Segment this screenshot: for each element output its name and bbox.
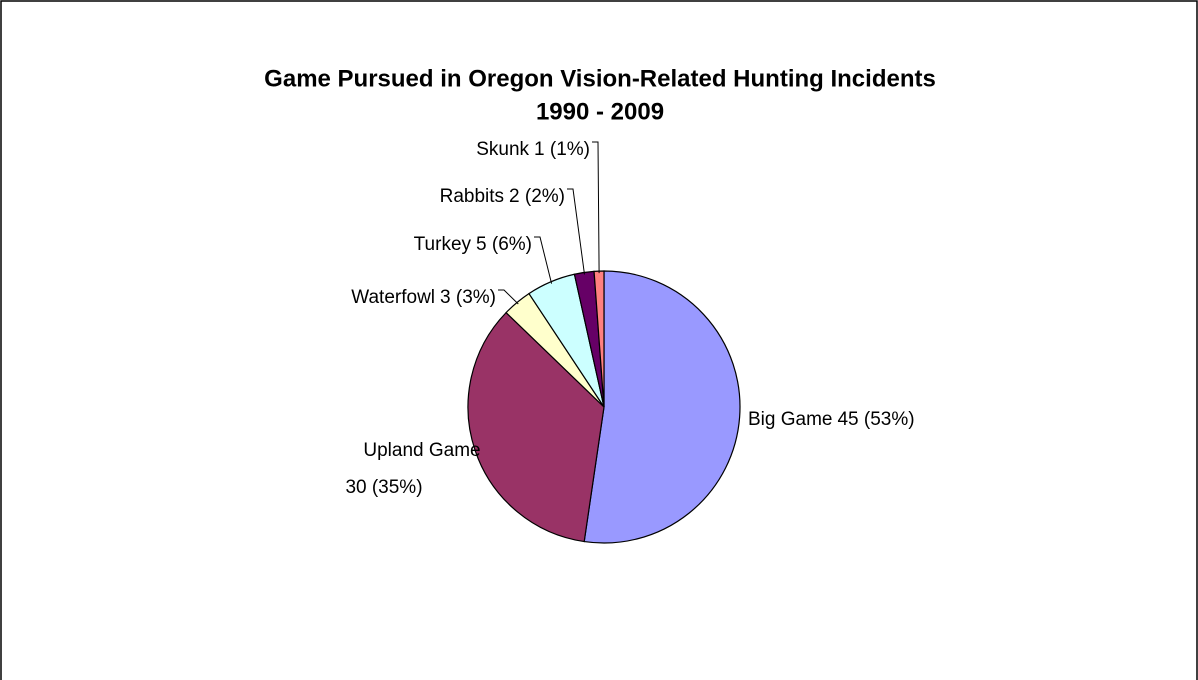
chart-title: Game Pursued in Oregon Vision-Related Hu… xyxy=(264,65,936,92)
slice-label: Skunk 1 (1%) xyxy=(476,139,590,160)
pie-slice xyxy=(467,311,605,543)
leader-line xyxy=(592,141,600,274)
leader-line xyxy=(498,289,519,305)
slice-label: Turkey 5 (6%) xyxy=(414,234,532,255)
slice-label: Big Game 45 (53%) xyxy=(748,409,915,430)
slice-value-label: 5 (6%) xyxy=(476,234,532,255)
slice-category: Skunk xyxy=(476,139,529,160)
leader-line xyxy=(534,236,553,284)
slice-label: Upland Game xyxy=(363,440,480,461)
slice-label: Waterfowl 3 (3%) xyxy=(351,287,496,308)
slice-category: Big Game xyxy=(748,409,832,430)
slice-value-label: 45 (53%) xyxy=(837,409,914,430)
slice-value-label: 2 (2%) xyxy=(509,186,565,207)
pie-slice xyxy=(583,270,741,544)
leader-line xyxy=(567,188,585,275)
chart-title: 1990 - 2009 xyxy=(536,98,664,125)
slice-category: Rabbits xyxy=(440,186,504,207)
slice-value-label: 3 (3%) xyxy=(440,287,496,308)
slice-category: Turkey xyxy=(414,234,472,255)
slice-label: Rabbits 2 (2%) xyxy=(440,186,565,207)
slice-category: Waterfowl xyxy=(351,287,435,308)
slice-value-label: 30 (35%) xyxy=(345,477,422,498)
slice-value-label: 1 (1%) xyxy=(534,139,590,160)
